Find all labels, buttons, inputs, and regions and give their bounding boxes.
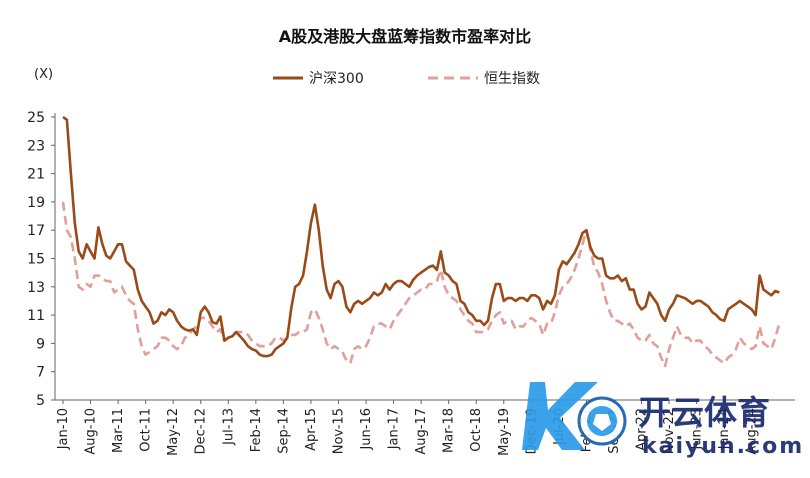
- y-unit-label: (X): [34, 67, 53, 82]
- x-tick-label: Jul-13: [221, 408, 236, 446]
- y-tick-label: 23: [27, 138, 45, 154]
- y-tick-label: 7: [36, 365, 45, 381]
- legend-label-hsi: 恒生指数: [484, 71, 540, 87]
- y-tick-label: 21: [27, 167, 45, 183]
- y-tick-label: 9: [36, 336, 45, 352]
- x-tick-label: Apr-22: [635, 408, 650, 451]
- watermark-text: 开云体育: [638, 393, 770, 432]
- y-tick-label: 11: [27, 308, 45, 324]
- watermark-subtext: kaiyun.com: [642, 434, 804, 459]
- x-tick-label: Nov-22: [662, 408, 677, 454]
- x-tick-label: Jan-24: [717, 408, 732, 450]
- y-tick-label: 5: [36, 393, 45, 409]
- x-tick-label: May-19: [497, 408, 512, 456]
- x-tick-label: Dec-12: [194, 408, 209, 454]
- x-tick-label: Nov-15: [331, 408, 346, 454]
- x-tick-label: Sep-14: [276, 408, 291, 454]
- x-tick-label: Mar-11: [111, 408, 126, 453]
- x-tick-label: Mar-18: [442, 408, 457, 453]
- x-tick-label: Jan-17: [387, 408, 402, 450]
- x-tick-label: Aug-17: [414, 408, 429, 455]
- y-axis: 5 7 9 11 13 15 17 19 21 23 25: [27, 110, 56, 409]
- series-line-hs300: [62, 115, 780, 358]
- x-tick-label: Feb-14: [249, 408, 264, 452]
- legend-label-hs300: 沪深300: [309, 71, 364, 87]
- x-tick-label: Aug-10: [84, 408, 99, 455]
- y-tick-label: 17: [27, 223, 45, 239]
- x-tick-label: Oct-18: [469, 408, 484, 452]
- watermark-logo: 开云体育 kaiyun.com: [522, 382, 804, 459]
- x-tick-label: Aug-24: [745, 408, 760, 455]
- x-tick-label: Apr-15: [304, 408, 319, 451]
- series-line-hsi: [61, 201, 781, 368]
- x-tick-label: Oct-11: [139, 408, 154, 452]
- plot-area: [61, 115, 781, 368]
- x-tick-label: Jan-10: [56, 408, 71, 450]
- x-tick-label: May-12: [166, 408, 181, 456]
- chart-title: A股及港股大盘蓝筹指数市盈率对比: [279, 27, 531, 46]
- legend: 沪深300 恒生指数: [273, 71, 540, 87]
- watermark-ball-panel: [593, 414, 611, 431]
- x-tick-label: Jun-23: [690, 408, 705, 451]
- y-tick-label: 13: [27, 280, 45, 296]
- y-tick-label: 19: [27, 195, 45, 211]
- x-tick-label: Jun-16: [359, 408, 374, 451]
- y-tick-label: 15: [27, 252, 45, 268]
- watermark-k-mark: [522, 382, 598, 450]
- y-tick-label: 25: [27, 110, 45, 126]
